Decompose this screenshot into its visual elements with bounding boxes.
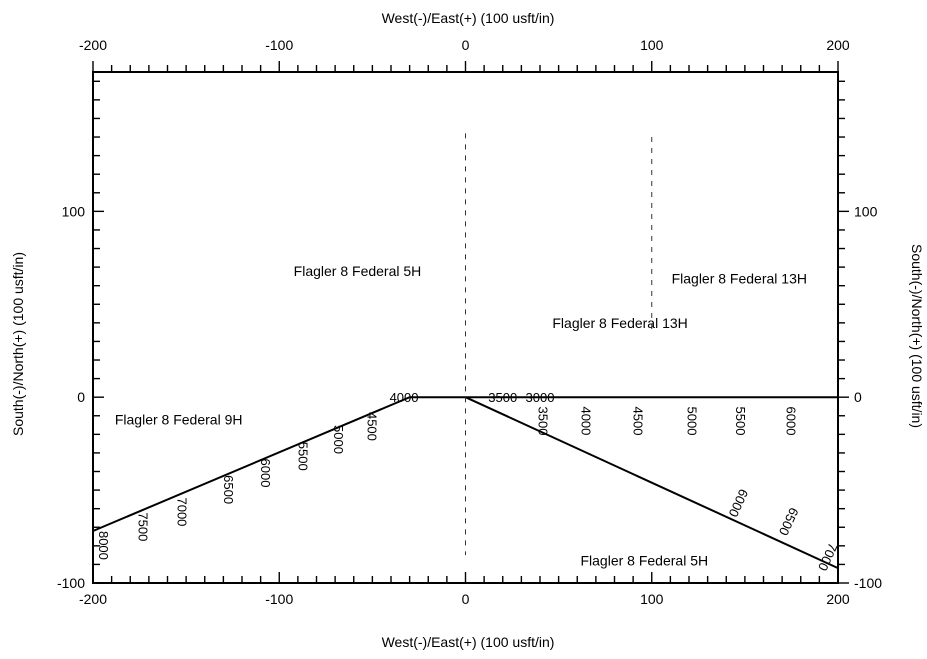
y-tick-label-left: -100 xyxy=(57,575,85,591)
md-label: 3500 xyxy=(536,407,551,436)
md-label: 7000 xyxy=(174,498,189,527)
well-name-label: Flagler 8 Federal 13H xyxy=(672,270,807,286)
x-tick-label-top: 200 xyxy=(826,37,850,53)
md-label: 5500 xyxy=(733,407,748,436)
md-label: 6000 xyxy=(783,407,798,436)
md-label: 7500 xyxy=(135,512,150,541)
md-label: 8000 xyxy=(96,531,111,560)
well-name-label: Flagler 8 Federal 5H xyxy=(580,553,708,569)
well-name-labels: Flagler 8 Federal 5H Flagler 8 Federal 13… xyxy=(115,263,807,569)
axis-ticks xyxy=(92,61,849,584)
md-label: 5000 xyxy=(685,407,700,436)
y-tick-label-right: -100 xyxy=(854,575,882,591)
x-tick-label-top: 0 xyxy=(462,37,470,53)
x-axis-title-bottom: West(-)/East(+) (100 usft/in) xyxy=(382,634,555,650)
series-line-1 xyxy=(92,396,466,532)
vertical-dashed-lines xyxy=(465,133,653,556)
x-tick-label-top: -200 xyxy=(79,37,107,53)
x-tick-label-top: 100 xyxy=(640,37,664,53)
y-axis-title-right: South(-)/North(+) (100 usft/in) xyxy=(909,244,925,428)
x-axis-title-top: West(-)/East(+) (100 usft/in) xyxy=(382,10,555,26)
md-label: 3500 xyxy=(488,390,517,405)
well-name-label: Flagler 8 Federal 13H xyxy=(552,315,687,331)
md-label: 4000 xyxy=(579,406,594,435)
x-tick-label-bottom: 0 xyxy=(462,591,470,607)
md-label: 4500 xyxy=(364,412,379,441)
md-label: 5000 xyxy=(331,425,346,454)
md-label: 4500 xyxy=(631,407,646,436)
md-label: 5500 xyxy=(296,442,311,471)
y-axis-title-left: South(-)/North(+) (100 usft/in) xyxy=(10,252,26,436)
md-label: 3000 xyxy=(526,390,555,405)
y-tick-label-right: 100 xyxy=(854,203,878,219)
y-tick-label-left: 0 xyxy=(77,389,85,405)
md-label: 6500 xyxy=(221,475,236,504)
series-lines xyxy=(92,396,839,570)
x-tick-label-top: -100 xyxy=(265,37,293,53)
series-line-2 xyxy=(465,396,839,570)
well-name-label: Flagler 8 Federal 9H xyxy=(115,411,243,427)
y-tick-label-left: 100 xyxy=(62,203,86,219)
x-tick-label-bottom: 100 xyxy=(640,591,664,607)
x-tick-label-bottom: -100 xyxy=(265,591,293,607)
md-label: 6000 xyxy=(258,459,273,488)
md-label: 4000 xyxy=(390,390,419,405)
well-name-label: Flagler 8 Federal 5H xyxy=(294,263,422,279)
y-tick-label-right: 0 xyxy=(854,389,862,405)
x-tick-label-bottom: -200 xyxy=(79,591,107,607)
x-tick-label-bottom: 200 xyxy=(826,591,850,607)
